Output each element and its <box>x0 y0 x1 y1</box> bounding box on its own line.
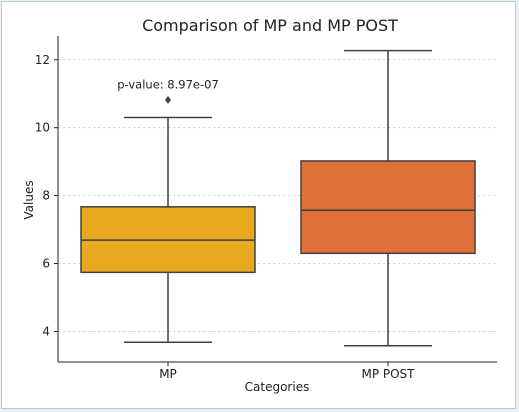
outlier-point <box>165 95 171 104</box>
y-tick-label: 12 <box>35 53 50 67</box>
chart-title: Comparison of MP and MP POST <box>142 16 398 35</box>
y-ticks: 4 6 8 10 12 <box>35 53 58 338</box>
y-tick-label: 6 <box>42 257 50 271</box>
p-value-annotation: p-value: 8.97e-07 <box>117 78 219 92</box>
axes <box>57 36 497 363</box>
iqr-box <box>300 160 476 255</box>
x-tick-label: MP <box>159 367 177 381</box>
x-ticks: MP MP POST <box>159 362 415 381</box>
x-axis-label: Categories <box>245 380 310 394</box>
y-tick-label: 8 <box>42 189 50 203</box>
boxes <box>80 49 476 347</box>
y-tick-label: 10 <box>35 121 50 135</box>
box-group-mp <box>80 95 256 344</box>
x-tick-label: MP POST <box>361 367 415 381</box>
y-tick-label: 4 <box>42 324 50 338</box>
box-group-mp-post <box>300 49 476 347</box>
y-axis-label: Values <box>22 180 36 219</box>
